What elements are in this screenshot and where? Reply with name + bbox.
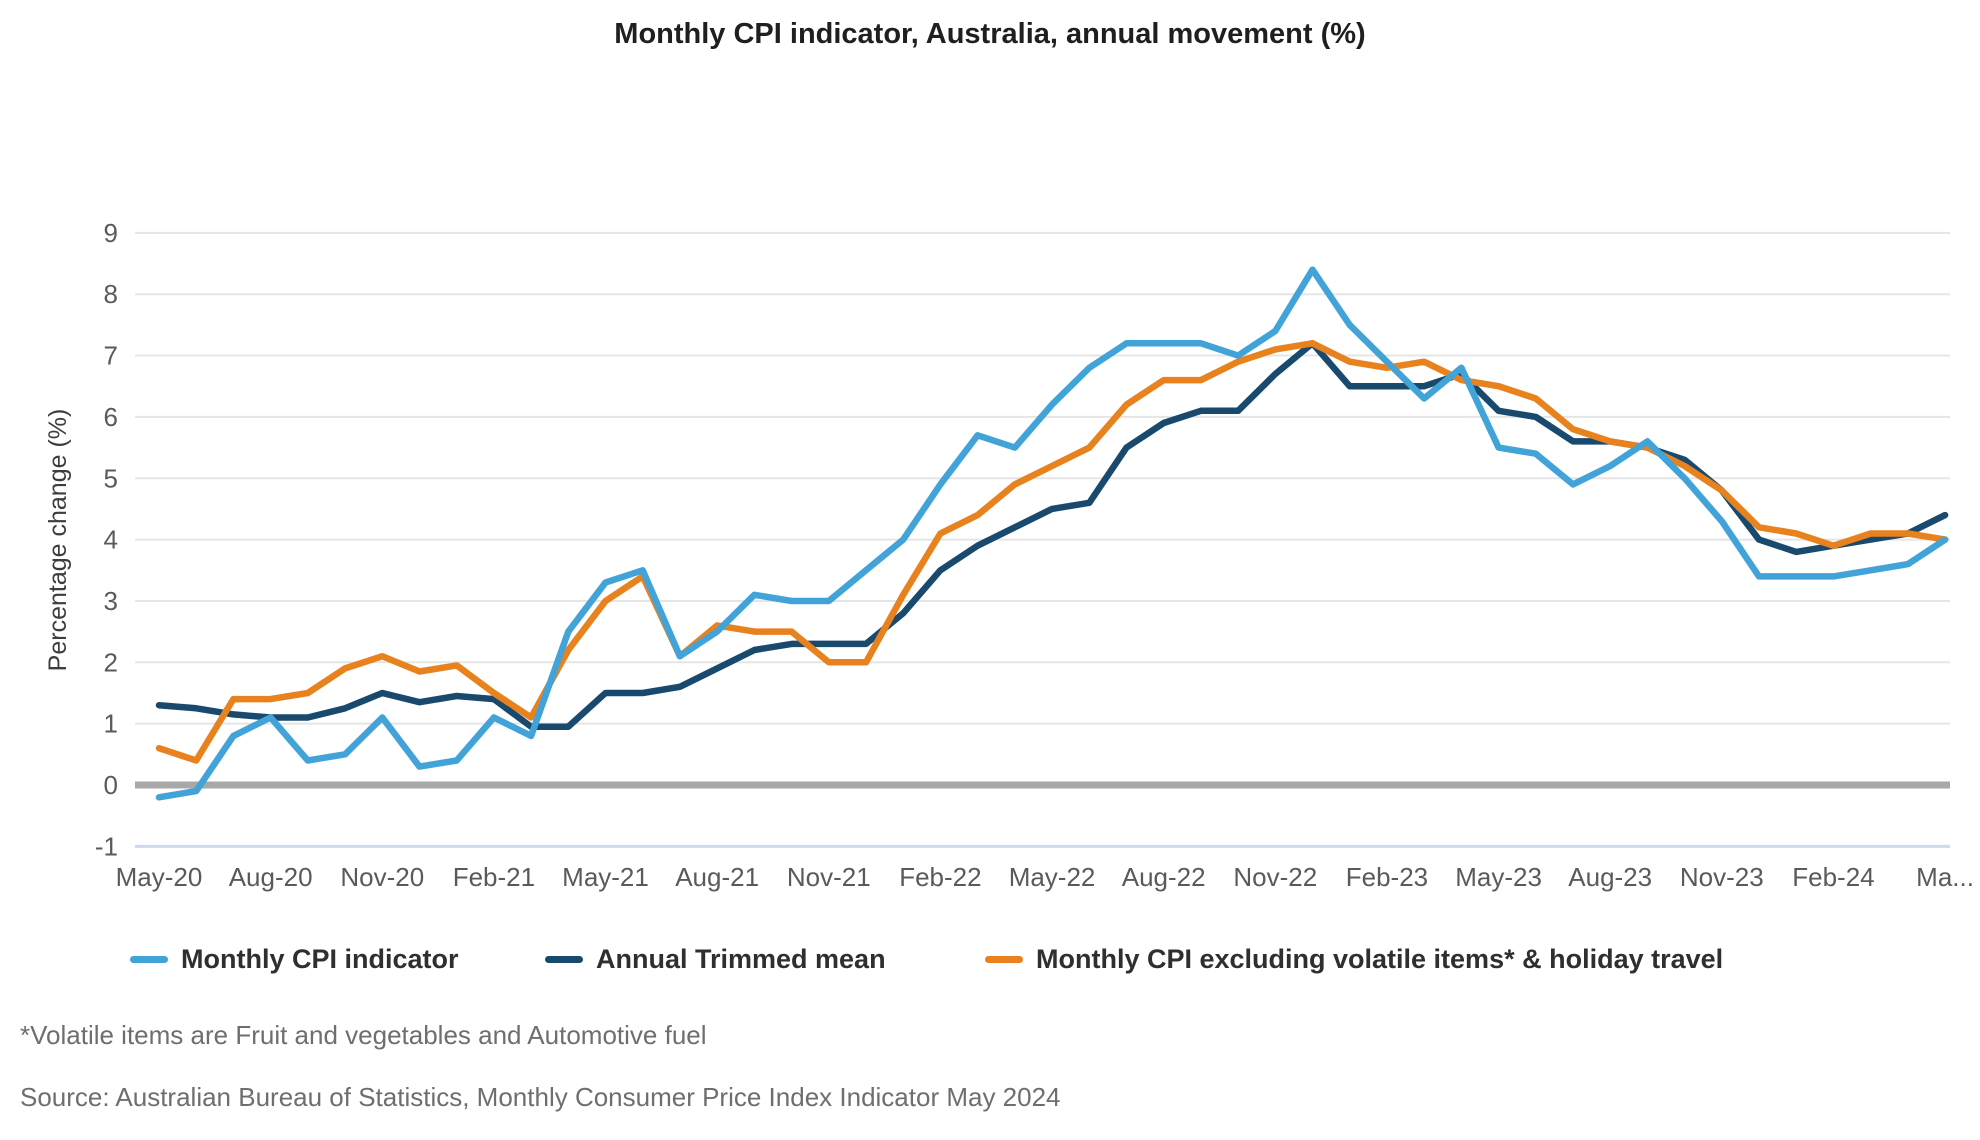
y-tick-label: -1	[95, 831, 118, 861]
x-tick-label: Aug-23	[1568, 862, 1652, 892]
legend-item-monthly-cpi-indicator: Monthly CPI indicator	[130, 944, 459, 975]
x-tick-label: Nov-23	[1680, 862, 1764, 892]
legend-marker-monthly-cpi-icon	[130, 956, 168, 963]
x-tick-label: Nov-20	[340, 862, 424, 892]
y-tick-label: 2	[104, 647, 118, 677]
legend-item-annual-trimmed-mean: Annual Trimmed mean	[545, 944, 886, 975]
x-tick-label: May-23	[1455, 862, 1542, 892]
monthly-cpi-indicator-line	[155, 266, 1949, 801]
legend-label: Annual Trimmed mean	[596, 944, 886, 974]
y-tick-label: 3	[104, 586, 118, 616]
chart-legend: Monthly CPI indicator Annual Trimmed mea…	[0, 944, 1980, 984]
legend-label: Monthly CPI excluding volatile items* & …	[1036, 944, 1724, 974]
y-axis-title: Percentage change (%)	[44, 409, 72, 672]
x-tick-label: Aug-22	[1122, 862, 1206, 892]
legend-label: Monthly CPI indicator	[181, 944, 459, 974]
y-tick-label: 6	[104, 402, 118, 432]
y-tick-label: 8	[104, 279, 118, 309]
x-tick-label: May-21	[562, 862, 649, 892]
x-tick-label: May-20	[116, 862, 203, 892]
y-tick-label: 4	[104, 525, 118, 555]
y-tick-label: 7	[104, 341, 118, 371]
y-tick-label: 5	[104, 463, 118, 493]
y-tick-label: 0	[104, 770, 118, 800]
x-tick-label: Nov-22	[1233, 862, 1317, 892]
x-tick-label: Ma...	[1916, 862, 1974, 892]
x-tick-label: Nov-21	[787, 862, 871, 892]
page-title: Monthly CPI indicator, Australia, annual…	[614, 18, 1366, 50]
y-tick-label: 1	[104, 709, 118, 739]
x-tick-label: Feb-23	[1346, 862, 1428, 892]
legend-marker-trimmed-mean-icon	[545, 956, 583, 963]
x-tick-label: May-22	[1009, 862, 1096, 892]
legend-marker-excl-volatile-icon	[985, 956, 1023, 963]
source-attribution: Source: Australian Bureau of Statistics,…	[20, 1082, 1061, 1112]
x-tick-label: Aug-21	[675, 862, 759, 892]
x-tick-label: Feb-21	[453, 862, 535, 892]
x-tick-label: Feb-22	[899, 862, 981, 892]
legend-item-cpi-excluding-volatile: Monthly CPI excluding volatile items* & …	[985, 944, 1723, 975]
volatile-items-footnote: *Volatile items are Fruit and vegetables…	[20, 1020, 707, 1050]
x-tick-label: Feb-24	[1792, 862, 1874, 892]
y-tick-label: 9	[104, 218, 118, 248]
monthly-cpi-excluding-volatile-items-holiday-travel-line	[155, 340, 1949, 764]
x-tick-label: Aug-20	[229, 862, 313, 892]
